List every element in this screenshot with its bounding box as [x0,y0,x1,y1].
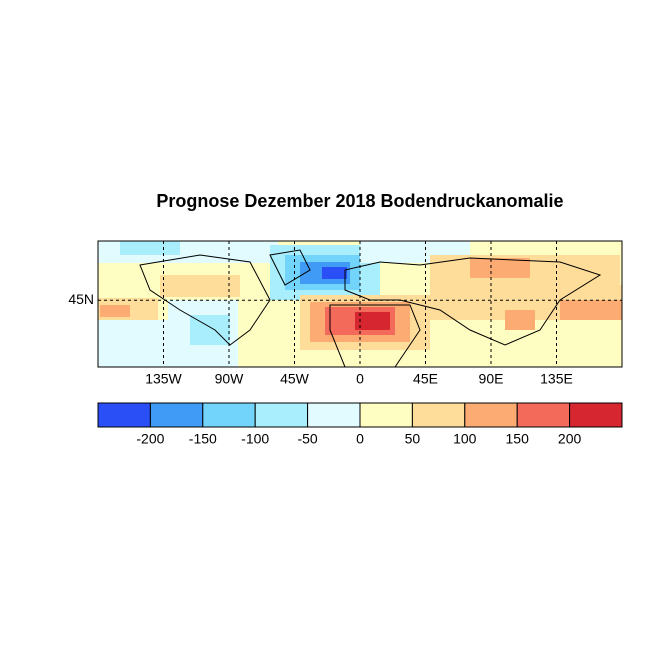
x-tick-label: 135W [145,371,182,387]
colorbar-label: 200 [558,431,582,447]
colorbar-box [307,402,361,428]
colorbar-label: 0 [356,431,364,447]
graticule [98,241,622,367]
map-frame [97,240,623,368]
colorbar-box [411,402,466,428]
x-tick-label: 90E [479,371,504,387]
x-tick-label: 135E [540,371,573,387]
colorbar-label: -100 [241,431,269,447]
colorbar-label: -200 [136,431,164,447]
colorbar-label: 150 [506,431,530,447]
x-tick-label: 90W [215,371,245,387]
colorbar-box [149,402,204,428]
colorbar-box [464,402,518,428]
colorbar-box [516,402,571,428]
colorbar-box [97,402,151,428]
colorbar-box [254,402,309,428]
colorbar: -200 -150 -100 -50 0 50 100 150 200 [97,402,623,447]
colorbar-label: -150 [189,431,217,447]
map-title: Prognose Dezember 2018 Bodendruckanomali… [156,191,563,211]
colorbar-box [359,402,413,428]
colorbar-label: 50 [405,431,421,447]
colorbar-label: -50 [297,431,317,447]
colorbar-box [569,402,623,428]
x-tick-label: 45E [413,371,438,387]
colorbar-label: 100 [453,431,477,447]
y-tick-label: 45N [68,291,94,307]
x-tick-label: 0 [356,371,364,387]
colorbar-box [202,402,256,428]
x-tick-label: 45W [280,371,310,387]
